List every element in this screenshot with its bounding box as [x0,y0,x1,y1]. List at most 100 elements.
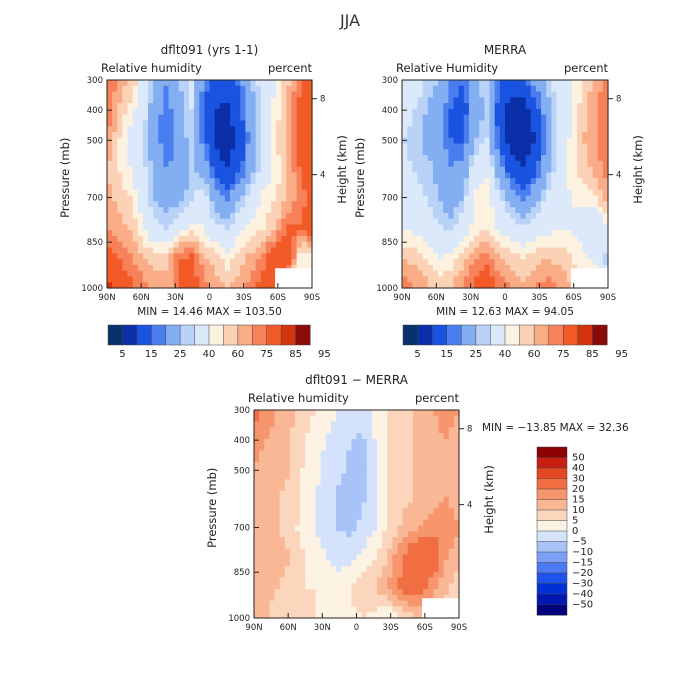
heatmap-cell [423,583,429,590]
heatmap-cell [300,467,306,475]
heatmap-cell [132,172,139,179]
heatmap-cell [597,172,604,179]
heatmap-cell [397,531,404,538]
heatmap-cell [178,143,185,150]
heatmap-cell [587,114,594,122]
heatmap-cell [428,421,434,428]
heatmap-cell [463,201,470,208]
heatmap-cell [382,583,388,590]
heatmap-cell [535,207,542,214]
heatmap-cell [163,212,170,220]
heatmap-cell [351,531,358,538]
heatmap-cell [178,270,185,278]
heatmap-cell [499,149,506,156]
heatmap-cell [163,160,170,168]
heatmap-cell [107,270,113,278]
heatmap-cell [158,224,164,231]
heatmap-cell [510,276,516,283]
heatmap-cell [117,224,123,231]
heatmap-cell [520,85,527,93]
heatmap-cell [361,473,368,480]
heatmap-cell [183,149,190,156]
heatmap-cell [240,80,246,87]
heatmap-cell [551,241,558,249]
heatmap-cell [556,80,563,87]
heatmap-cell [250,97,257,104]
heatmap-cell [427,137,434,145]
x-tick-label: 30S [236,293,252,303]
heatmap-cell [499,207,506,214]
heatmap-cell [183,97,190,104]
heatmap-cell [438,178,444,185]
heatmap-cell [525,224,532,231]
heatmap-cell [291,184,298,191]
heatmap-cell [341,589,347,596]
heatmap-cell [587,224,594,231]
heatmap-cell [158,236,164,243]
heatmap-cell [209,120,216,127]
heatmap-cell [320,594,327,602]
heatmap-cell [577,247,583,254]
heatmap-cell [173,207,180,214]
heatmap-cell [448,172,455,179]
heatmap-cell [551,172,558,179]
heatmap-cell [341,467,347,475]
heatmap-cell [438,282,444,289]
heatmap-cell [412,236,419,243]
heatmap-cell [366,415,373,423]
heatmap-cell [438,433,445,440]
heatmap-cell [107,103,113,110]
heatmap-cell [250,201,257,208]
heatmap-cell [194,184,200,191]
heatmap-cell [279,560,286,567]
heatmap-cell [204,236,211,243]
heatmap-cell [265,143,272,150]
heatmap-cell [418,444,424,452]
heatmap-cell [291,218,298,226]
heatmap-cell [397,514,404,521]
heatmap-cell [422,218,429,226]
heatmap-cell [520,218,527,226]
heatmap-cell [245,126,252,133]
heatmap-cell [468,143,475,150]
heatmap-cell [468,149,475,156]
heatmap-cell [245,247,252,254]
heatmap-cell [417,155,424,162]
heatmap-cell [112,172,118,179]
heatmap-cell [295,427,301,434]
heatmap-cell [417,108,424,116]
heatmap-cell [276,259,282,266]
heatmap-cell [122,103,129,110]
heatmap-cell [137,276,144,283]
heatmap-cell [499,126,506,133]
heatmap-cell [546,218,552,226]
heatmap-cell [117,270,123,278]
heatmap-cell [189,184,195,191]
heatmap-cell [407,172,413,179]
heatmap-cell [127,172,134,179]
heatmap-cell [551,264,558,272]
heatmap-cell [392,462,399,469]
heatmap-cell [438,473,445,480]
heatmap-cell [438,485,445,492]
heatmap-cell [479,143,485,150]
heatmap-cell [173,218,180,226]
heatmap-cell [194,195,200,202]
heatmap-cell [546,276,552,283]
heatmap-cell [295,421,301,428]
heatmap-cell [346,514,352,521]
heatmap-cell [286,224,293,231]
heatmap-cell [310,462,317,469]
heatmap-cell [209,85,216,93]
heatmap-cell [582,126,588,133]
heatmap-cell [132,224,139,231]
heatmap-cell [295,514,301,521]
heatmap-cell [204,91,211,98]
heatmap-cell [402,427,409,434]
heatmap-cell [551,108,558,116]
heatmap-cell [515,120,522,127]
heatmap-cell [271,212,277,220]
heatmap-cell [276,218,282,226]
heatmap-cell [265,253,272,260]
heatmap-cell [325,612,332,619]
